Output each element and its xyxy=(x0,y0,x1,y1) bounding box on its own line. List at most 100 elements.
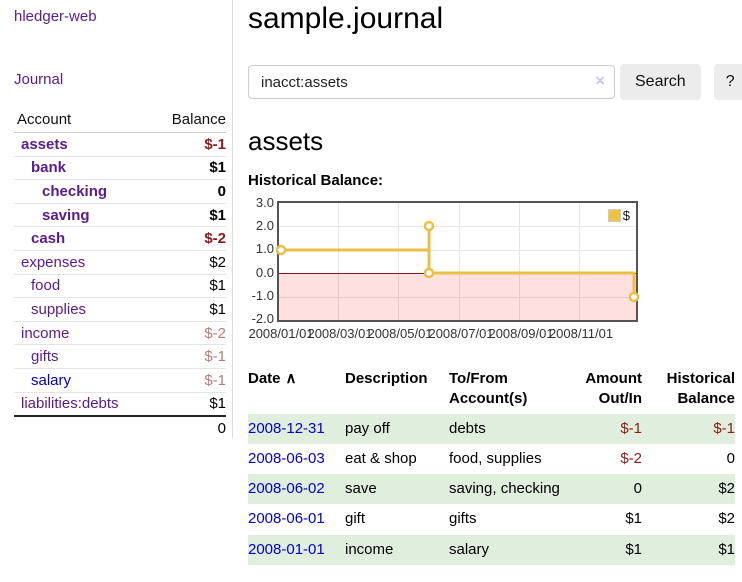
transaction-date-link[interactable]: 2008-06-01 xyxy=(248,510,325,528)
account-heading: assets xyxy=(248,126,324,156)
negative-region-fill xyxy=(279,273,636,320)
transaction-description: eat & shop xyxy=(345,449,417,467)
account-link-checking[interactable]: checking xyxy=(42,182,108,200)
x-tick-label: 2008/07/01 xyxy=(428,326,494,341)
register-header-date[interactable]: Date ∧ xyxy=(248,367,345,414)
transaction-amount: $1 xyxy=(625,540,642,558)
account-link-salary[interactable]: salary xyxy=(31,371,72,389)
transaction-balance: 0 xyxy=(726,449,735,467)
account-row-supplies: supplies $1 xyxy=(14,298,226,322)
account-row-liabilities-debts: liabilities:debts $1 xyxy=(14,393,226,417)
transaction-date-link[interactable]: 2008-12-31 xyxy=(248,419,325,437)
x-tick-label: 2008/11/01 xyxy=(548,326,614,341)
transaction-amount: 0 xyxy=(633,480,642,497)
account-link-saving[interactable]: saving xyxy=(42,206,90,224)
y-tick-label: 1.0 xyxy=(255,241,274,256)
account-link-income[interactable]: income xyxy=(21,324,70,342)
register-header-row: Date ∧ Description To/From Account(s) Amo… xyxy=(248,367,735,414)
x-tick-label: 2008/09/01 xyxy=(488,326,554,341)
brand-link[interactable]: hledger-web xyxy=(14,8,97,25)
account-balance: $-1 xyxy=(204,348,226,366)
legend-swatch-icon xyxy=(607,209,621,222)
clear-search-icon[interactable]: × xyxy=(595,71,605,90)
account-balance: $1 xyxy=(209,300,226,318)
help-button[interactable]: ? xyxy=(713,64,742,100)
account-link-assets[interactable]: assets xyxy=(21,135,68,153)
transaction-date-link[interactable]: 2008-06-02 xyxy=(248,480,325,497)
app-layout: hledger-web Journal Account Balance asse… xyxy=(0,0,742,565)
account-row-bank: bank $1 xyxy=(14,157,226,181)
gridline xyxy=(279,297,636,298)
register-table: Date ∧ Description To/From Account(s) Amo… xyxy=(248,367,735,565)
gridline xyxy=(579,203,580,320)
register-header-amount: Amount Out/In xyxy=(585,370,642,408)
account-balance: $-2 xyxy=(204,324,226,342)
account-link-food[interactable]: food xyxy=(31,277,61,295)
account-balance: $-1 xyxy=(204,371,226,389)
search-button[interactable]: Search xyxy=(620,64,701,100)
account-row-checking: checking 0 xyxy=(14,180,226,204)
account-row-food: food $1 xyxy=(14,275,226,299)
account-balance: $2 xyxy=(209,253,226,271)
account-link-liabilities-debts[interactable]: liabilities:debts xyxy=(21,395,119,413)
sidebar: hledger-web Journal Account Balance asse… xyxy=(0,0,233,438)
register-row: 2008-06-01 gift gifts $1 $2 xyxy=(248,504,735,534)
transaction-date-link[interactable]: 2008-06-03 xyxy=(248,449,325,467)
account-link-cash[interactable]: cash xyxy=(31,230,66,248)
y-tick-label: 2.0 xyxy=(255,218,274,233)
x-tick-label: 2008/01/01 xyxy=(248,326,314,341)
data-point-marker xyxy=(628,291,640,303)
register-row: 2008-06-02 save saving, checking 0 $2 xyxy=(248,474,735,505)
sidebar-item-journal[interactable]: Journal xyxy=(14,71,64,88)
transaction-amount: $1 xyxy=(625,510,642,528)
account-row-expenses: expenses $2 xyxy=(14,251,226,275)
search-form: × Search ? xyxy=(248,64,742,100)
sort-ascending-icon: ∧ xyxy=(285,370,297,387)
search-input[interactable] xyxy=(248,65,615,99)
account-link-bank[interactable]: bank xyxy=(31,159,67,177)
account-balance: $-1 xyxy=(204,135,226,153)
gridline xyxy=(338,203,339,320)
gridline xyxy=(519,203,520,320)
account-row-salary: salary $-1 xyxy=(14,369,226,393)
register-row: 2008-12-31 pay off debts $-1 $-1 xyxy=(248,413,735,444)
data-point-marker xyxy=(423,267,435,279)
accounts-total-row: 0 xyxy=(14,415,226,440)
transaction-description: income xyxy=(345,540,394,558)
transaction-balance: $-1 xyxy=(713,419,735,437)
legend-label: $ xyxy=(622,208,630,223)
account-row-assets: assets $-1 xyxy=(14,133,226,157)
y-tick-label: -2.0 xyxy=(251,311,274,326)
accounts-table-header: Account Balance xyxy=(14,109,226,133)
account-link-supplies[interactable]: supplies xyxy=(31,300,87,318)
date-header-label: Date xyxy=(248,370,281,387)
gridline xyxy=(279,226,636,227)
account-row-cash: cash $-2 xyxy=(14,227,226,251)
transaction-accounts: salary xyxy=(449,540,490,558)
gridline xyxy=(459,203,460,320)
page-title: sample.journal xyxy=(248,2,444,35)
transaction-accounts: saving, checking xyxy=(449,480,560,497)
accounts-table: Account Balance assets $-1 bank $1 check… xyxy=(14,109,226,440)
transaction-amount: $-2 xyxy=(620,449,642,467)
balance-series-line xyxy=(275,220,640,303)
accounts-header-balance: Balance xyxy=(171,111,226,128)
transaction-balance: $1 xyxy=(718,540,735,558)
transaction-date-link[interactable]: 2008-01-01 xyxy=(248,540,325,558)
register-header-description: Description xyxy=(345,370,428,387)
x-tick-label: 2008/03/01 xyxy=(307,326,373,341)
account-link-gifts[interactable]: gifts xyxy=(31,348,59,366)
register-row: 2008-06-03 eat & shop food, supplies $-2… xyxy=(248,444,735,474)
register-row: 2008-01-01 income salary $1 $1 xyxy=(248,534,735,565)
gridline xyxy=(279,250,636,251)
register-header-accounts: To/From Account(s) xyxy=(449,370,528,408)
account-link-expenses[interactable]: expenses xyxy=(21,253,86,271)
y-tick-label: 3.0 xyxy=(255,195,274,210)
transaction-accounts: debts xyxy=(449,419,486,437)
account-balance: $-2 xyxy=(204,230,226,248)
y-tick-label: -1.0 xyxy=(251,288,274,303)
account-balance: $1 xyxy=(209,206,226,224)
transaction-description: gift xyxy=(345,510,366,528)
account-row-income: income $-2 xyxy=(14,322,226,346)
historical-balance-chart: 3.0 2.0 1.0 0.0 -1.0 -2.0 xyxy=(248,195,648,341)
